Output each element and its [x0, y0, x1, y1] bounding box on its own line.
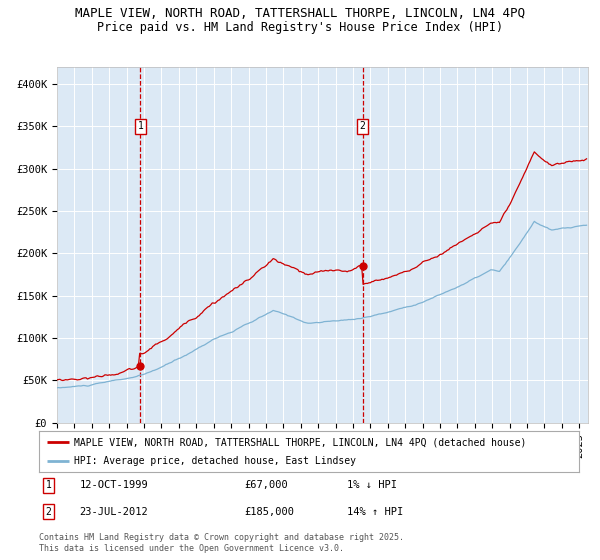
Text: £185,000: £185,000 [244, 507, 294, 517]
Text: Price paid vs. HM Land Registry's House Price Index (HPI): Price paid vs. HM Land Registry's House … [97, 21, 503, 34]
Text: 23-JUL-2012: 23-JUL-2012 [79, 507, 148, 517]
Text: 12-OCT-1999: 12-OCT-1999 [79, 480, 148, 491]
Text: 2: 2 [46, 507, 52, 517]
Text: MAPLE VIEW, NORTH ROAD, TATTERSHALL THORPE, LINCOLN, LN4 4PQ (detached house): MAPLE VIEW, NORTH ROAD, TATTERSHALL THOR… [74, 437, 526, 447]
Text: MAPLE VIEW, NORTH ROAD, TATTERSHALL THORPE, LINCOLN, LN4 4PQ: MAPLE VIEW, NORTH ROAD, TATTERSHALL THOR… [75, 7, 525, 20]
Text: 2: 2 [360, 122, 365, 132]
Text: Contains HM Land Registry data © Crown copyright and database right 2025.
This d: Contains HM Land Registry data © Crown c… [39, 533, 404, 553]
Text: 1: 1 [137, 122, 143, 132]
Text: 1: 1 [46, 480, 52, 491]
Text: 14% ↑ HPI: 14% ↑ HPI [347, 507, 403, 517]
Text: HPI: Average price, detached house, East Lindsey: HPI: Average price, detached house, East… [74, 456, 356, 465]
Text: 1% ↓ HPI: 1% ↓ HPI [347, 480, 397, 491]
Text: £67,000: £67,000 [244, 480, 288, 491]
